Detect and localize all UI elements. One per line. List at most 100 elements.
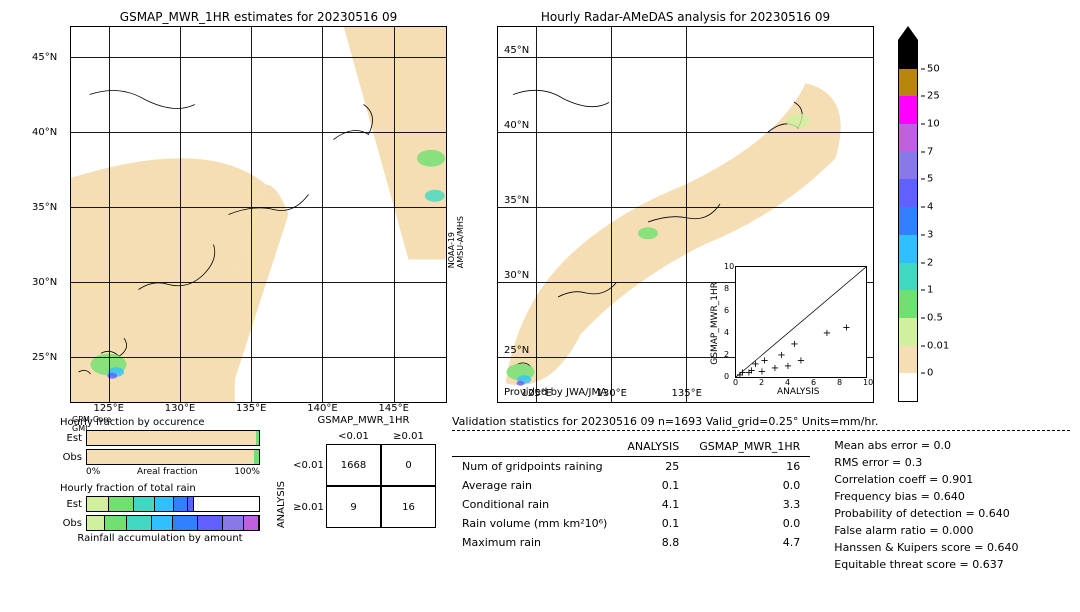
metric-line: False alarm ratio = 0.000 bbox=[834, 522, 1018, 539]
stats-analysis-val: 25 bbox=[617, 457, 689, 477]
ct-cell: 16 bbox=[381, 486, 436, 528]
colorbar-tick: 5 bbox=[921, 174, 933, 185]
totalrain-row: Obs bbox=[60, 515, 260, 531]
stats-gsmap-val: 4.7 bbox=[689, 533, 810, 552]
stats-row-label: Conditional rain bbox=[452, 495, 617, 514]
bottom-row: Hourly fraction by occurence EstObs 0% A… bbox=[10, 415, 1070, 573]
metric-line: Correlation coeff = 0.901 bbox=[834, 471, 1018, 488]
occurrence-row-label: Obs bbox=[60, 452, 82, 463]
main-row: GSMAP_MWR_1HR estimates for 20230516 09 … bbox=[10, 10, 1070, 403]
lat-tick: 45°N bbox=[32, 52, 68, 63]
stats-row-label: Maximum rain bbox=[452, 533, 617, 552]
colorbar-segment bbox=[899, 263, 917, 291]
stats-analysis-val: 0.1 bbox=[617, 476, 689, 495]
right-map-title: Hourly Radar-AMeDAS analysis for 2023051… bbox=[497, 10, 874, 24]
provider-text: Provided by JWA/JMA bbox=[504, 387, 607, 398]
svg-text:+: + bbox=[771, 363, 779, 374]
lat-tick: 30°N bbox=[32, 277, 68, 288]
colorbar-segment bbox=[899, 96, 917, 124]
totalrain-title: Hourly fraction of total rain bbox=[60, 483, 260, 494]
scatter-inset: ++++++++++++++00224466881010ANALYSISGSMA… bbox=[735, 266, 867, 378]
stats-col-header: ANALYSIS bbox=[617, 437, 689, 457]
validation-block: Validation statistics for 20230516 09 n=… bbox=[452, 415, 1070, 573]
metric-line: Probability of detection = 0.640 bbox=[834, 505, 1018, 522]
svg-text:+: + bbox=[790, 339, 798, 350]
lon-tick: 140°E bbox=[307, 403, 337, 414]
contingency-h-title: GSMAP_MWR_1HR bbox=[291, 415, 436, 426]
colorbar-tick: 0.5 bbox=[921, 312, 943, 323]
colorbar-segment bbox=[899, 235, 917, 263]
stats-analysis-val: 0.1 bbox=[617, 514, 689, 533]
colorbar-segment bbox=[899, 207, 917, 235]
metric-line: Frequency bias = 0.640 bbox=[834, 488, 1018, 505]
stats-analysis-val: 4.1 bbox=[617, 495, 689, 514]
lat-tick: 25°N bbox=[504, 345, 529, 356]
totalrain-bar bbox=[86, 496, 260, 512]
occurrence-row-label: Est bbox=[60, 433, 82, 444]
ct-cell: 9 bbox=[326, 486, 381, 528]
svg-text:+: + bbox=[777, 350, 785, 361]
scale-left: 0% bbox=[86, 467, 100, 477]
colorbar-tick: 50 bbox=[921, 63, 940, 74]
svg-text:+: + bbox=[842, 323, 850, 334]
lon-tick: 130°E bbox=[165, 403, 195, 414]
ct-col-header: ≥0.01 bbox=[381, 428, 436, 444]
contingency-grid: <0.01≥0.01<0.0116680≥0.01916 bbox=[291, 428, 436, 528]
stats-gsmap-val: 0.0 bbox=[689, 514, 810, 533]
totalrain-row: Est bbox=[60, 496, 260, 512]
metric-line: Mean abs error = 0.0 bbox=[834, 437, 1018, 454]
colorbar-segment bbox=[899, 179, 917, 207]
stats-row-label: Num of gridpoints raining bbox=[452, 457, 617, 477]
metric-line: Equitable threat score = 0.637 bbox=[834, 556, 1018, 573]
colorbar-tick: 25 bbox=[921, 91, 940, 102]
scale-mid: Areal fraction bbox=[137, 467, 198, 477]
colorbar-tick: 0 bbox=[921, 368, 933, 379]
stats-gsmap-val: 0.0 bbox=[689, 476, 810, 495]
left-map-annot-right: NOAA-19 AMSU-A/MHS bbox=[447, 216, 465, 268]
ct-row-header: ≥0.01 bbox=[291, 486, 326, 528]
left-map-title: GSMAP_MWR_1HR estimates for 20230516 09 bbox=[70, 10, 447, 24]
colorbar-tick: 4 bbox=[921, 202, 933, 213]
stats-row-label: Rain volume (mm km²10⁶) bbox=[452, 514, 617, 533]
lat-tick: 40°N bbox=[504, 120, 529, 131]
svg-text:+: + bbox=[823, 328, 831, 339]
svg-text:+: + bbox=[784, 361, 792, 372]
validation-metrics: Mean abs error = 0.0RMS error = 0.3Corre… bbox=[834, 437, 1018, 573]
colorbar-segment bbox=[899, 69, 917, 97]
metric-line: RMS error = 0.3 bbox=[834, 454, 1018, 471]
colorbar-segment bbox=[899, 373, 917, 401]
right-map: 45°N40°N35°N30°N25°N125°E130°E135°EProvi… bbox=[497, 26, 874, 403]
stats-row-label: Average rain bbox=[452, 476, 617, 495]
validation-table-wrap: ANALYSISGSMAP_MWR_1HR Num of gridpoints r… bbox=[452, 437, 810, 573]
lat-tick: 35°N bbox=[504, 195, 529, 206]
colorbar-tick: 3 bbox=[921, 229, 933, 240]
left-map bbox=[70, 26, 447, 403]
stats-analysis-val: 8.8 bbox=[617, 533, 689, 552]
stats-gsmap-val: 3.3 bbox=[689, 495, 810, 514]
colorbar-segment bbox=[899, 124, 917, 152]
contingency-block: ANALYSIS GSMAP_MWR_1HR <0.01≥0.01<0.0116… bbox=[276, 415, 436, 528]
stats-col-header: GSMAP_MWR_1HR bbox=[689, 437, 810, 457]
occurrence-bars: Est Obs bbox=[60, 430, 260, 465]
totalrain-bar bbox=[86, 515, 260, 531]
left-map-panel: GSMAP_MWR_1HR estimates for 20230516 09 … bbox=[70, 10, 447, 403]
colorbar-tick: 0.01 bbox=[921, 340, 949, 351]
ct-cell: 1668 bbox=[326, 444, 381, 486]
lon-tick: 135°E bbox=[236, 403, 266, 414]
occurrence-bar bbox=[86, 449, 260, 465]
colorbar-tick: 10 bbox=[921, 119, 940, 130]
totalrain-caption: Rainfall accumulation by amount bbox=[60, 533, 260, 544]
colorbar-segment bbox=[899, 346, 917, 374]
totalrain-bars: Est Obs bbox=[60, 496, 260, 531]
colorbar-tick: 2 bbox=[921, 257, 933, 268]
occurrence-scale: 0% Areal fraction 100% bbox=[60, 467, 260, 477]
ct-row-header: <0.01 bbox=[291, 444, 326, 486]
lon-tick: 145°E bbox=[379, 403, 409, 414]
colorbar-segment bbox=[899, 318, 917, 346]
right-map-panel: Hourly Radar-AMeDAS analysis for 2023051… bbox=[497, 10, 874, 403]
colorbar-tick: 7 bbox=[921, 146, 933, 157]
colorbar-wrap: 5025107543210.50.010 bbox=[896, 26, 920, 403]
lon-tick: 125°E bbox=[94, 403, 124, 414]
ct-col-header: <0.01 bbox=[326, 428, 381, 444]
lat-tick: 45°N bbox=[504, 45, 529, 56]
